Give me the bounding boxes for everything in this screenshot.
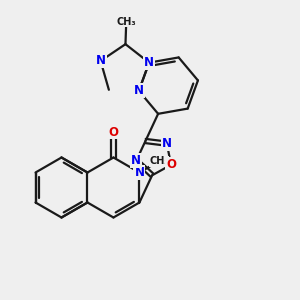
Text: O: O (109, 125, 118, 139)
Text: N: N (131, 154, 141, 167)
Text: CH₃: CH₃ (149, 156, 169, 166)
Text: N: N (144, 56, 154, 69)
Text: N: N (134, 84, 144, 97)
Text: O: O (166, 158, 176, 171)
Text: N: N (134, 166, 144, 179)
Text: CH₃: CH₃ (116, 17, 136, 27)
Text: N: N (96, 54, 106, 68)
Text: N: N (162, 137, 172, 150)
